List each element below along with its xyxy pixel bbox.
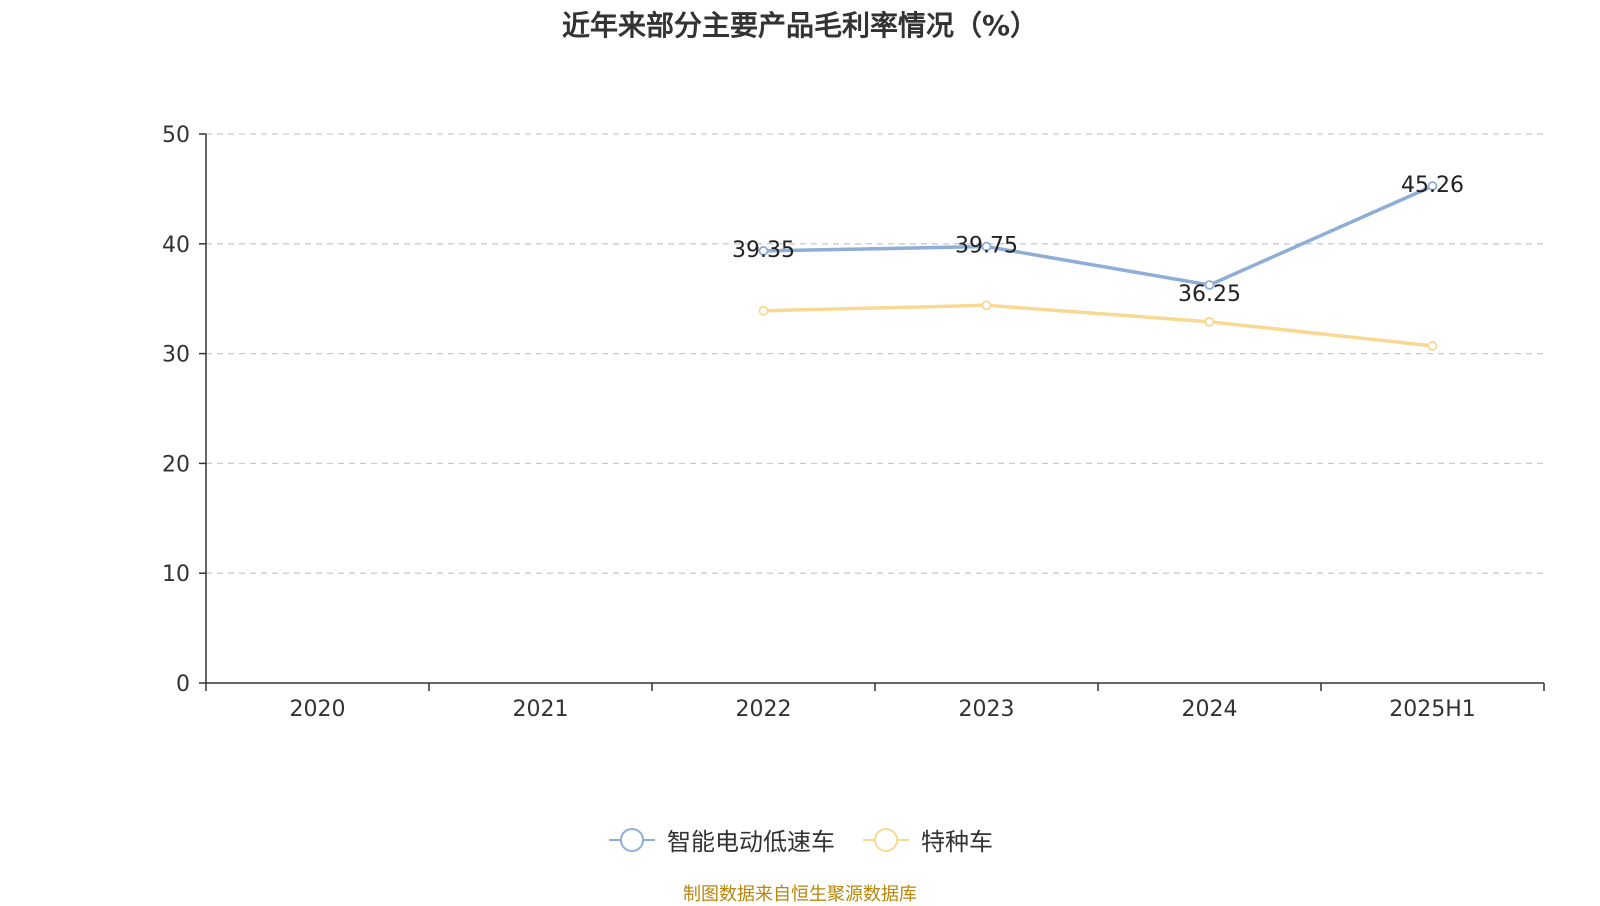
legend-item-special-vehicle[interactable]: 特种车 <box>861 822 993 857</box>
legend-item-low-speed-vehicle[interactable]: 智能电动低速车 <box>607 822 835 857</box>
y-tick-label: 40 <box>162 233 190 258</box>
x-tick-label: 2025H1 <box>1389 697 1476 722</box>
data-label-0-5: 45.26 <box>1401 173 1464 198</box>
data-label-0-4: 36.25 <box>1178 282 1241 307</box>
y-tick-label: 50 <box>162 123 190 148</box>
series-line-1 <box>763 303 1433 348</box>
legend-label-special-vehicle: 特种车 <box>921 828 993 856</box>
data-point-1-4 <box>1204 316 1215 327</box>
data-point-1-2 <box>758 305 769 316</box>
data-point-0-3 <box>981 241 992 252</box>
data-point-1-5 <box>1427 341 1438 351</box>
y-tick-label: 20 <box>162 452 190 477</box>
data-label-0-3: 39.75 <box>955 234 1018 259</box>
chart-title: 近年来部分主要产品毛利率情况（%） <box>561 9 1039 42</box>
x-tick-label: 2023 <box>959 697 1015 722</box>
legend: 智能电动低速车 特种车 <box>0 822 1600 857</box>
x-tick-label: 2022 <box>736 697 792 722</box>
legend-marker-low-speed-vehicle <box>609 827 655 852</box>
x-tick-label: 2021 <box>513 697 569 722</box>
x-tick-label: 2024 <box>1182 697 1238 722</box>
source-note: 制图数据来自恒生聚源数据库 <box>683 884 917 905</box>
data-point-0-2 <box>758 246 769 256</box>
legend-label-low-speed-vehicle: 智能电动低速车 <box>667 828 835 856</box>
data-label-0-2: 39.35 <box>732 238 795 263</box>
y-tick-label: 0 <box>176 672 190 697</box>
data-point-0-5 <box>1427 181 1438 191</box>
x-tick-label: 2020 <box>290 697 346 722</box>
y-tick-label: 30 <box>162 343 190 368</box>
data-point-1-3 <box>981 300 992 311</box>
y-tick-label: 10 <box>162 562 190 587</box>
data-point-0-4 <box>1204 280 1215 290</box>
series-line-0 <box>763 184 1434 287</box>
legend-marker-special-vehicle <box>863 827 909 852</box>
